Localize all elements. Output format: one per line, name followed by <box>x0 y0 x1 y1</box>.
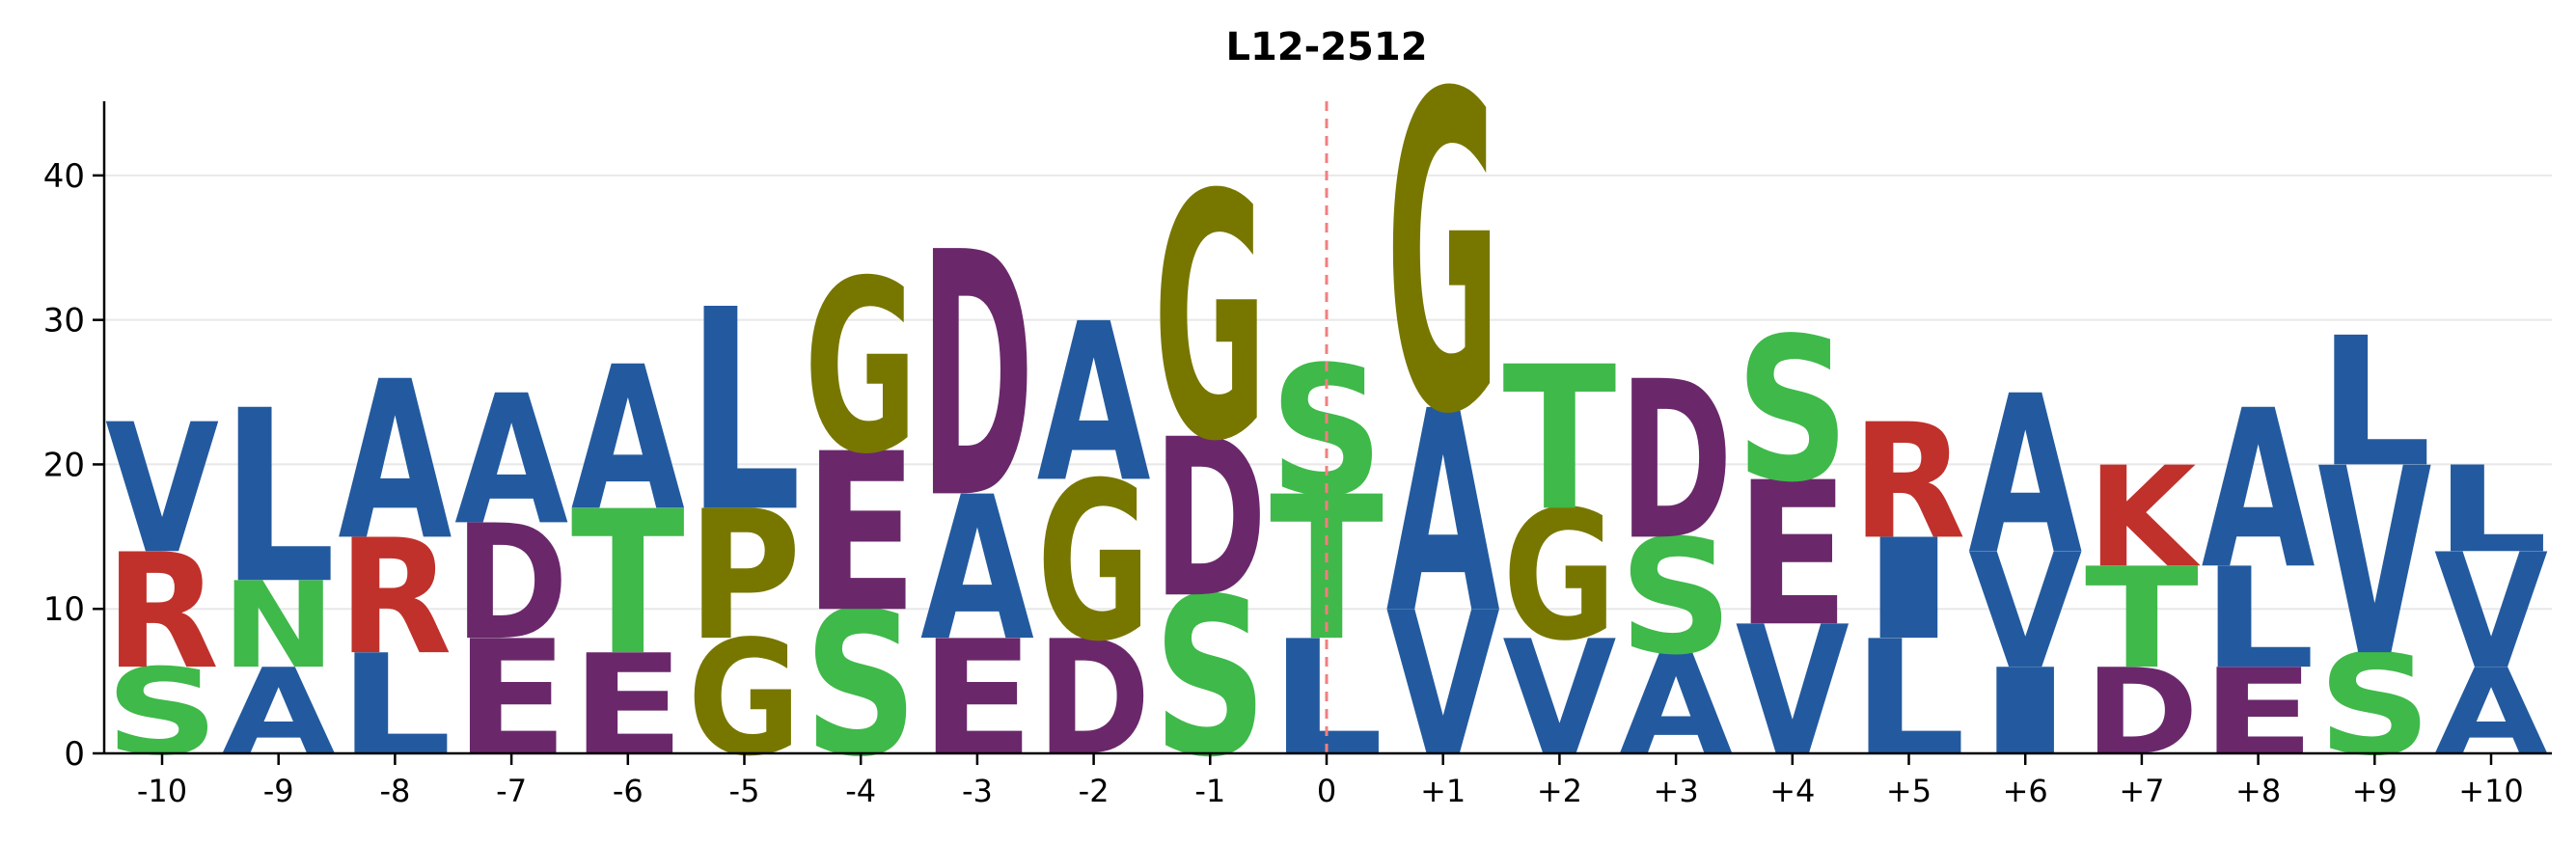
x-tick-label: +10 <box>2458 773 2524 809</box>
x-tick-label: -10 <box>137 773 187 809</box>
logo-column: AVL <box>2434 442 2548 782</box>
logo-letter: T <box>571 469 685 699</box>
logo-stacks: SRVANLLRAEDAETAGPLSEGEADDGASDGLTSVAGVGTA… <box>105 2 2548 804</box>
logo-letter: A <box>1386 353 1500 675</box>
logo-letter: L <box>688 251 802 573</box>
logo-column: SDG <box>1153 123 1267 805</box>
logo-column: IVA <box>1968 350 2082 781</box>
logo-column: ELA <box>2202 365 2316 782</box>
logo-letter: G <box>1153 123 1267 515</box>
x-tick-label: +7 <box>2119 773 2164 809</box>
logo-letter: G <box>1386 2 1500 509</box>
y-tick-label: 30 <box>43 302 85 341</box>
x-tick-label: -4 <box>845 773 876 809</box>
logo-letter: K <box>2087 438 2201 599</box>
logo-column: VES <box>1736 295 1850 795</box>
logo-letter: I <box>1852 510 1966 671</box>
x-tick-label: -2 <box>1079 773 1110 809</box>
logo-letter: S <box>1736 295 1850 526</box>
logo-letter: E <box>1736 440 1850 670</box>
logo-letter: A <box>2202 365 2316 618</box>
x-tick-label: -3 <box>962 773 993 809</box>
y-tick-label: 10 <box>43 590 85 629</box>
logo-letter: L <box>222 361 336 637</box>
x-tick-label: -5 <box>729 773 760 809</box>
logo-column: EAD <box>920 181 1034 791</box>
x-tick-label: +6 <box>2003 773 2048 809</box>
logo-column: SVL <box>2317 299 2431 787</box>
logo-column: ASD <box>1619 336 1733 786</box>
x-tick-label: +8 <box>2235 773 2281 809</box>
logo-column: ANL <box>222 361 336 781</box>
logo-letter: D <box>454 491 568 675</box>
logo-letter: D <box>1619 336 1733 588</box>
logo-letter: E <box>804 407 918 661</box>
logo-letter: R <box>338 506 452 690</box>
logo-column: DTK <box>2085 438 2201 781</box>
logo-letter: R <box>1852 391 1966 574</box>
y-tick-label: 0 <box>64 735 85 774</box>
logo-letter: D <box>920 181 1034 573</box>
logo-letter: A <box>1968 350 2082 604</box>
logo-column: ETA <box>571 324 685 787</box>
x-tick-label: -8 <box>379 773 410 809</box>
y-axis: 0 10 20 30 40 <box>43 101 106 774</box>
logo-letter: V <box>2317 414 2431 714</box>
y-tick-label: 20 <box>43 446 85 484</box>
x-tick-label: -6 <box>613 773 644 809</box>
logo-column: VGT <box>1502 324 1616 791</box>
logo-letter: G <box>804 230 918 506</box>
logo-letter: G <box>1037 435 1151 690</box>
x-tick-label: +5 <box>1886 773 1932 809</box>
x-tick-label: +2 <box>1537 773 1582 809</box>
x-tick-label: -9 <box>263 773 294 809</box>
logo-letter: A <box>571 324 685 556</box>
x-tick-label: 0 <box>1317 773 1336 809</box>
x-tick-label: +1 <box>1420 773 1466 809</box>
logo-letter: A <box>338 336 452 589</box>
x-tick-label: -7 <box>496 773 527 809</box>
y-tick-label: 40 <box>43 157 85 196</box>
logo-column: VAG <box>1386 2 1500 800</box>
logo-letter: P <box>688 473 802 680</box>
x-tick-label: +9 <box>2352 773 2398 809</box>
x-axis: -10 -9 -8 -7 -6 -5 -4 -3 -2 -1 0 +1 +2 +3 +4 +5 +6 +7 +8 +9… <box>104 751 2552 809</box>
chart-title: L12-2512 <box>1225 25 1427 69</box>
logo-letter: S <box>1619 505 1733 690</box>
logo-column: LRA <box>338 336 452 787</box>
x-tick-label: -1 <box>1194 773 1225 809</box>
logo-letter: V <box>105 386 219 593</box>
logo-letter: L <box>2317 299 2431 507</box>
logo-letter: L <box>2202 539 2316 700</box>
logo-letter: D <box>1153 394 1267 646</box>
logo-column: SRV <box>105 386 219 782</box>
x-tick-label: +4 <box>1769 773 1815 809</box>
logo-letter: N <box>222 558 336 695</box>
logo-column: DGA <box>1037 278 1151 792</box>
logo-letter: T <box>2085 538 2199 699</box>
logo-letter: R <box>105 521 219 704</box>
logo-letter: G <box>1502 473 1616 680</box>
logo-letter: A <box>920 453 1034 685</box>
logo-letter: A <box>1037 278 1151 532</box>
logo-column: EDA <box>454 357 568 791</box>
logo-column: GPL <box>688 251 802 791</box>
logo-column: SEG <box>804 230 918 801</box>
logo-letter: V <box>1968 521 2082 705</box>
logo-letter: T <box>1502 324 1616 555</box>
logo-letter: L <box>2434 442 2548 580</box>
logo-letter: A <box>454 357 568 564</box>
x-tick-label: +3 <box>1654 773 1699 809</box>
logo-column: LIR <box>1852 391 1966 791</box>
logo-letter: V <box>2434 521 2548 705</box>
